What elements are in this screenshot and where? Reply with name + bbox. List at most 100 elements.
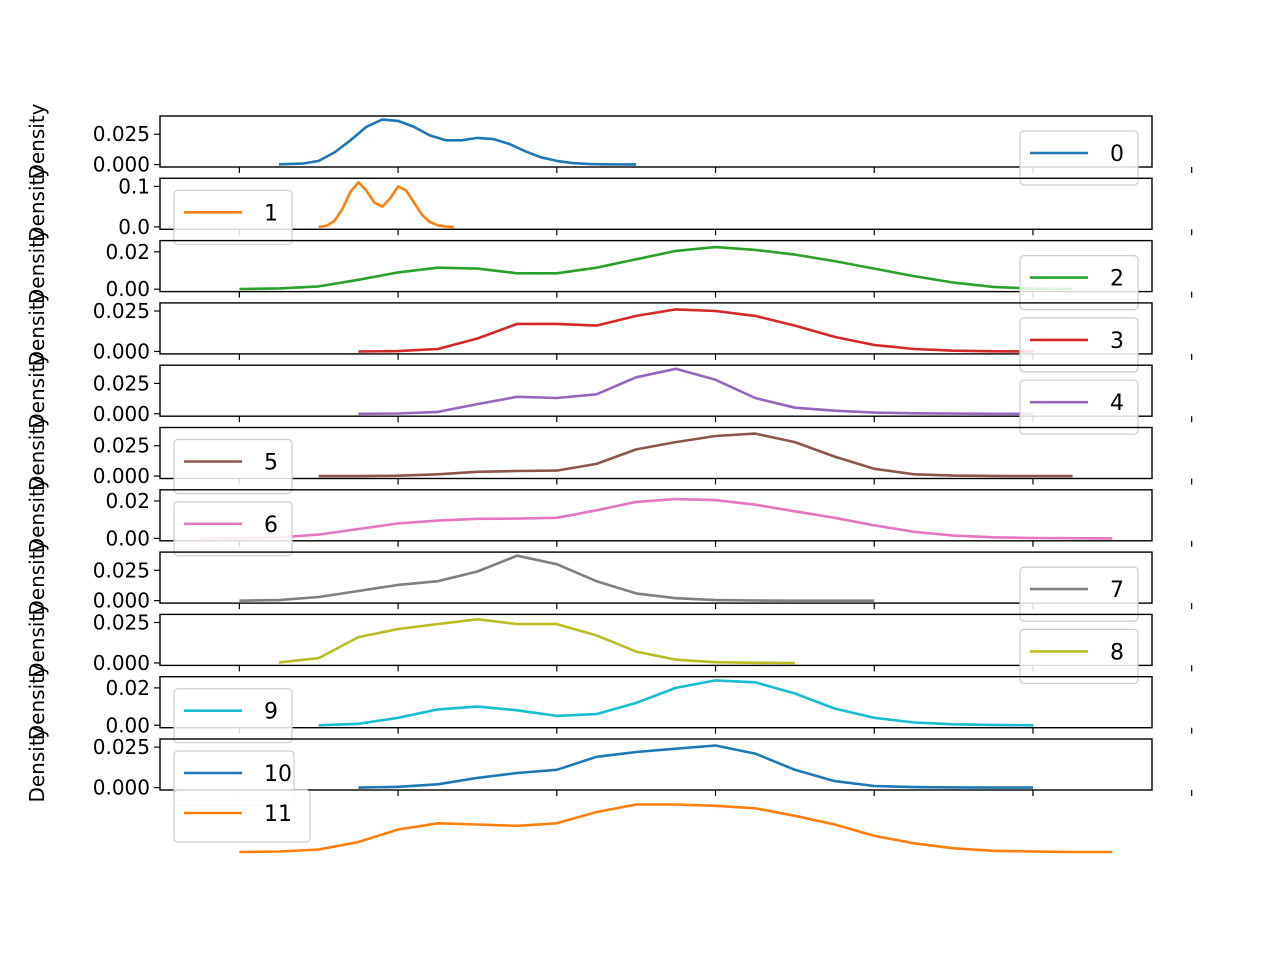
legend-box: [1019, 566, 1139, 622]
legend-1: 1: [173, 189, 293, 245]
legend-label: 8: [1110, 640, 1124, 665]
legend-box: [173, 189, 293, 245]
subplot-6: 0.02 0.00 Density 6: [25, 477, 1193, 557]
legend-8: 8: [1019, 628, 1139, 685]
legend-box: [1019, 379, 1139, 435]
legend-11: 11: [173, 789, 311, 843]
legend-box: [1019, 130, 1139, 186]
axes-frame: [159, 239, 1153, 293]
axes-frame: [159, 676, 1153, 729]
axes-frame: [159, 115, 1153, 168]
subplot-0: 0.025 0.000 Density 0: [25, 103, 1193, 186]
legend-box: [173, 438, 293, 495]
axes-frame: [159, 551, 1153, 604]
legend-label: 5: [264, 451, 278, 476]
y-tick-label: 0.025: [93, 371, 150, 395]
legend-box: [173, 501, 293, 557]
subplot-9: 0.02 0.00 Density 9: [25, 664, 1193, 744]
density-line-0: [278, 118, 637, 166]
y-tick-label: 0.00: [105, 526, 150, 550]
y-tick-label: 0.025: [93, 299, 150, 323]
y-tick-label: 0.00: [105, 277, 150, 301]
y-tick-label: 0.025: [93, 735, 150, 759]
y-axis-label: Density: [25, 602, 49, 678]
y-tick-label: 0.02: [105, 489, 150, 513]
legend-0: 0: [1019, 130, 1139, 186]
legend-label: 7: [1110, 578, 1124, 603]
y-axis-label: Density: [25, 664, 49, 740]
axes-frame: [159, 177, 1153, 231]
subplot-3: 0.025 0.000 Density 3: [25, 290, 1193, 373]
subplot-5: 0.025 0.000 Density 5: [25, 415, 1193, 495]
y-tick-label: 0.1: [118, 174, 150, 198]
y-tick-label: 0.025: [93, 434, 150, 458]
legend-label: 2: [1110, 267, 1124, 292]
y-tick-label: 0.02: [105, 240, 150, 264]
legend-5: 5: [173, 438, 293, 495]
subplot-8: 0.025 0.000 Density 8: [25, 602, 1193, 685]
y-tick-label: 0.000: [93, 153, 150, 177]
y-axis-label: Density: [25, 166, 49, 242]
density-line-9: [318, 679, 1034, 727]
y-tick-label: 0.00: [105, 713, 150, 737]
y-axis-label: Density: [25, 228, 49, 304]
legend-3: 3: [1019, 317, 1139, 373]
legend-box: [1019, 317, 1139, 373]
legend-label: 11: [264, 802, 292, 827]
y-tick-label: 0.000: [93, 651, 150, 675]
density-line-11: [239, 803, 1113, 854]
y-tick-label: 0.000: [93, 402, 150, 426]
legend-label: 9: [264, 700, 278, 725]
y-axis-label: Density: [25, 103, 49, 179]
density-line-3: [358, 308, 1034, 353]
y-axis-label: Density: [25, 415, 49, 491]
y-tick-label: 0.02: [105, 676, 150, 700]
overflow-series-11: 11: [173, 789, 1113, 854]
subplot-1: 0.1 0.0 Density 1: [25, 166, 1193, 245]
density-line-2: [239, 245, 1073, 291]
y-tick-label: 0.000: [93, 776, 150, 800]
legend-6: 6: [173, 501, 293, 557]
y-tick-label: 0.000: [93, 589, 150, 613]
y-axis-label: Density: [25, 539, 49, 615]
legend-7: 7: [1019, 566, 1139, 622]
axes-frame: [159, 364, 1153, 417]
legend-9: 9: [173, 688, 293, 744]
density-line-6: [199, 497, 1113, 540]
y-tick-label: 0.025: [93, 558, 150, 582]
density-line-8: [278, 618, 795, 665]
axes-frame: [159, 426, 1153, 480]
legend-4: 4: [1019, 379, 1139, 435]
axes-frame: [159, 302, 1153, 355]
y-axis-label: Density: [25, 726, 49, 802]
axes-frame: [159, 489, 1153, 542]
y-tick-label: 0.000: [93, 464, 150, 488]
legend-2: 2: [1019, 255, 1139, 311]
legend-box: [173, 688, 293, 744]
subplot-4: 0.025 0.000 Density 4: [25, 353, 1193, 435]
density-line-4: [358, 367, 1033, 416]
legend-label: 1: [264, 201, 278, 226]
y-tick-label: 0.025: [93, 610, 150, 634]
legend-label: 3: [1110, 329, 1124, 354]
legend-box: [173, 789, 311, 843]
density-line-10: [358, 744, 1033, 789]
legend-label: 10: [264, 762, 292, 787]
legend-box: [1019, 628, 1139, 685]
density-line-7: [239, 554, 875, 602]
y-axis-label: Density: [25, 290, 49, 366]
legend-box: [1019, 255, 1139, 311]
subplot-2: 0.02 0.00 Density 2: [25, 228, 1193, 311]
axes-frame: [159, 738, 1153, 791]
y-tick-label: 0.000: [93, 339, 150, 363]
legend-label: 4: [1110, 391, 1124, 416]
legend-label: 6: [264, 513, 278, 538]
y-axis-label: Density: [25, 353, 49, 429]
density-line-5: [318, 432, 1073, 478]
y-tick-label: 0.0: [118, 215, 150, 239]
subplot-7: 0.025 0.000 Density 7: [25, 539, 1193, 622]
y-axis-label: Density: [25, 477, 49, 553]
density-line-1: [318, 181, 454, 229]
